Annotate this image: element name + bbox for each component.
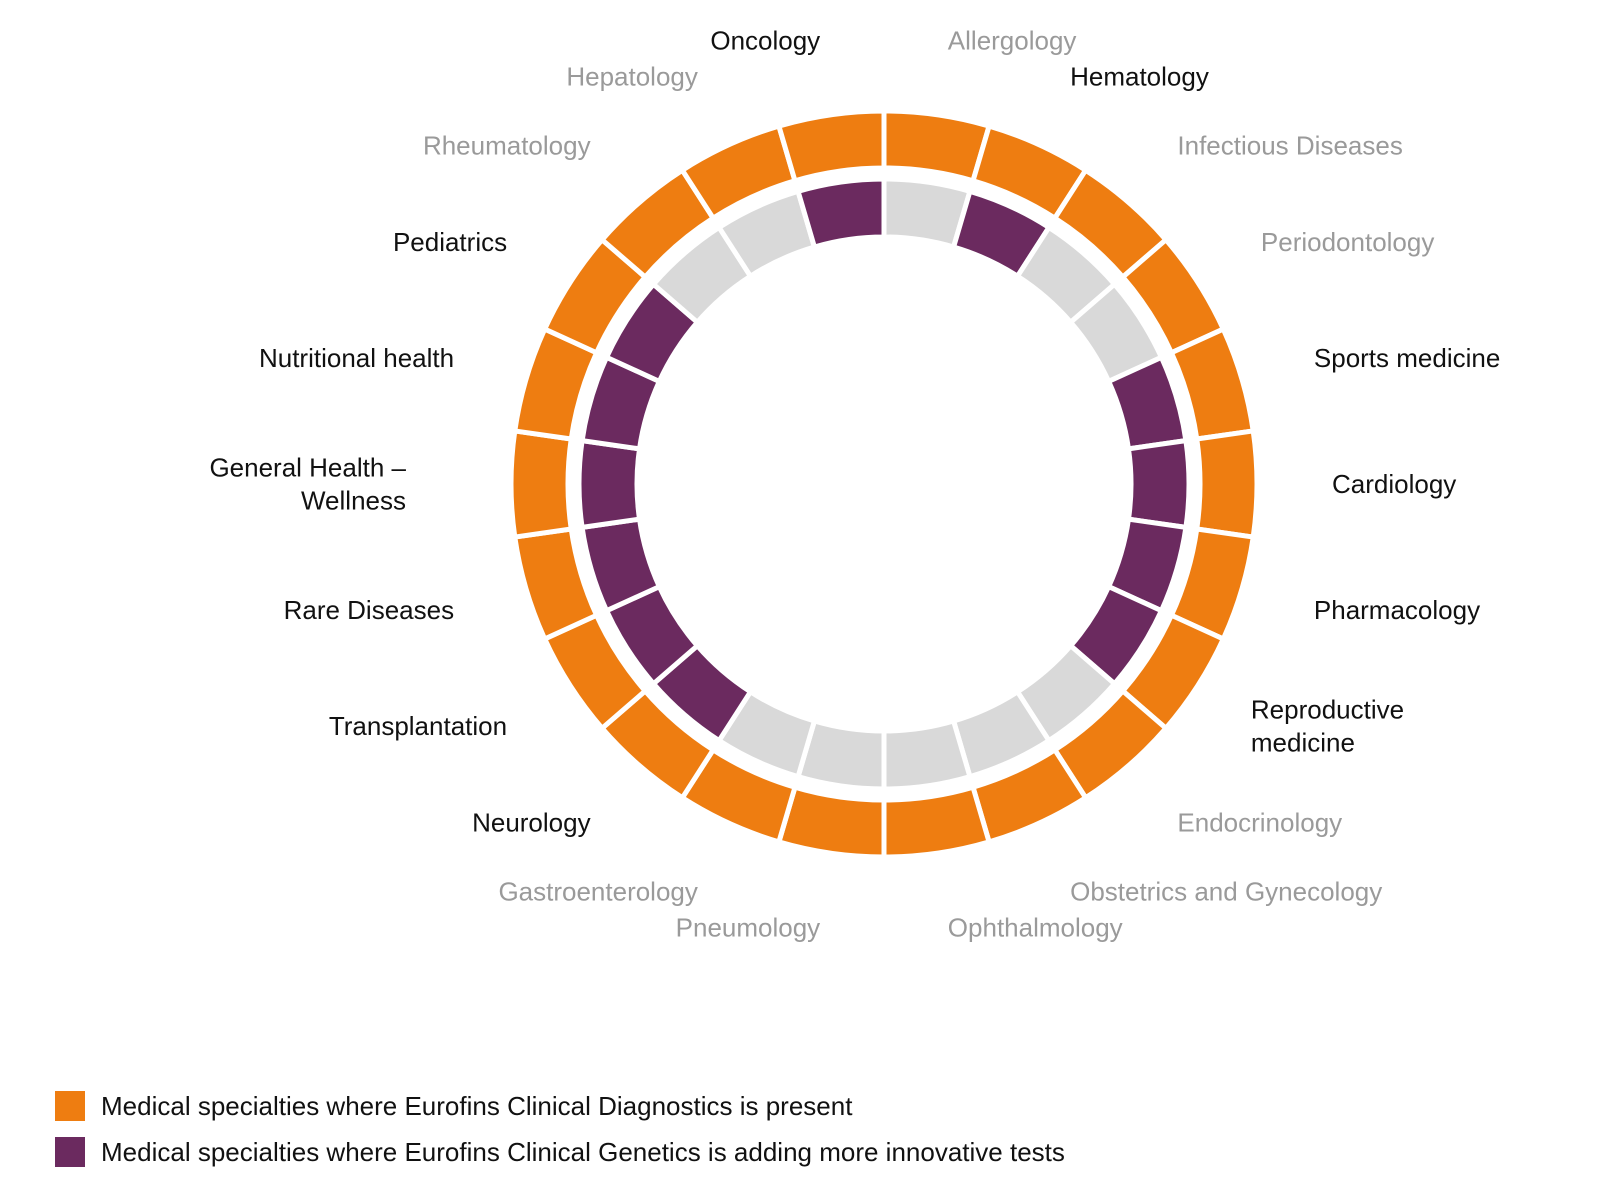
label-reproductive-medicine: Reproductive medicine bbox=[1251, 695, 1404, 758]
legend-item-adding: Medical specialties where Eurofins Clini… bbox=[55, 1129, 1065, 1175]
outer-segment-cardiology bbox=[1193, 428, 1260, 540]
label-rheumatology: Rheumatology bbox=[423, 130, 591, 160]
legend-swatch-adding bbox=[55, 1137, 85, 1167]
label-pediatrics: Pediatrics bbox=[393, 227, 507, 257]
label-endocrinology: Endocrinology bbox=[1177, 808, 1342, 838]
outer-segment-pneumology bbox=[775, 784, 887, 860]
outer-segment-ophthalmology bbox=[881, 784, 993, 860]
label-nutritional-health: Nutritional health bbox=[259, 343, 454, 373]
inner-segment-general-health-wellness bbox=[576, 437, 643, 531]
inner-segment-ophthalmology bbox=[881, 717, 974, 792]
label-ophthalmology: Ophthalmology bbox=[948, 912, 1123, 942]
label-infectious-diseases: Infectious Diseases bbox=[1177, 130, 1402, 160]
legend-item-present: Medical specialties where Eurofins Clini… bbox=[55, 1083, 1065, 1129]
label-hepatology: Hepatology bbox=[566, 62, 698, 92]
label-periodontology: Periodontology bbox=[1261, 227, 1434, 257]
legend-label-adding: Medical specialties where Eurofins Clini… bbox=[101, 1136, 1065, 1167]
label-general-health-wellness: General Health – Wellness bbox=[209, 453, 406, 516]
legend-label-present: Medical specialties where Eurofins Clini… bbox=[101, 1090, 853, 1121]
label-neurology: Neurology bbox=[472, 808, 591, 838]
outer-segment-general-health-wellness bbox=[508, 428, 575, 540]
inner-segment-oncology bbox=[794, 176, 887, 251]
label-rare-diseases: Rare Diseases bbox=[284, 595, 455, 625]
legend: Medical specialties where Eurofins Clini… bbox=[55, 1083, 1065, 1175]
label-gastroenterology: Gastroenterology bbox=[498, 877, 697, 907]
outer-segment-oncology bbox=[775, 108, 887, 184]
label-obstetrics-and-gynecology: Obstetrics and Gynecology bbox=[1070, 877, 1382, 907]
label-allergology: Allergology bbox=[948, 26, 1077, 56]
label-pneumology: Pneumology bbox=[676, 912, 821, 942]
label-hematology: Hematology bbox=[1070, 62, 1209, 92]
outer-segment-allergology bbox=[881, 108, 993, 184]
label-pharmacology: Pharmacology bbox=[1314, 595, 1480, 625]
label-sports-medicine: Sports medicine bbox=[1314, 343, 1500, 373]
label-cardiology: Cardiology bbox=[1332, 469, 1456, 499]
label-transplantation: Transplantation bbox=[329, 711, 507, 741]
inner-segment-cardiology bbox=[1125, 437, 1192, 531]
legend-swatch-present bbox=[55, 1091, 85, 1121]
label-oncology: Oncology bbox=[710, 26, 820, 56]
